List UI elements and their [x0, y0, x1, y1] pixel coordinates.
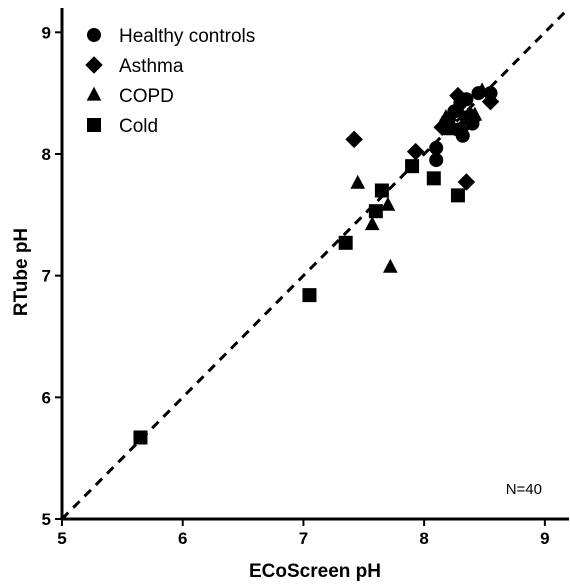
y-tick-label: 8 — [42, 145, 51, 164]
cold-point — [374, 183, 389, 198]
asthma-point — [457, 173, 476, 191]
y-tick-label: 6 — [42, 388, 51, 407]
x-tick-label: 7 — [299, 529, 308, 548]
copd-point — [350, 174, 366, 189]
healthy-controls-point — [429, 153, 444, 168]
sample-size-annotation: N=40 — [506, 481, 542, 498]
healthy-controls-point — [429, 140, 444, 155]
asthma-point — [406, 142, 425, 161]
x-tick-label: 9 — [540, 529, 549, 548]
x-tick-label: 6 — [178, 529, 187, 548]
copd-point — [459, 111, 474, 126]
cold-point — [450, 188, 465, 203]
cold-point — [426, 171, 441, 186]
cold-point — [405, 159, 420, 174]
x-axis-title: ECoScreen pH — [249, 561, 381, 582]
y-tick-label: 7 — [42, 267, 51, 286]
y-tick-label: 5 — [42, 510, 51, 529]
asthma-point — [345, 130, 363, 149]
asthma-point — [481, 92, 500, 111]
cold-point — [302, 288, 317, 303]
legend-marker-copd — [86, 86, 102, 101]
copd-point — [453, 103, 468, 118]
copd-point — [380, 196, 396, 211]
legend: Healthy controls Asthma COPD Cold — [85, 26, 255, 137]
legend-label-asthma: Asthma — [119, 56, 184, 77]
copd-point — [364, 216, 380, 231]
cold-point — [133, 430, 148, 445]
legend-marker-healthy-controls — [87, 28, 101, 42]
copd-point — [467, 106, 483, 121]
legend-label-cold: Cold — [119, 116, 158, 137]
copd-point — [382, 258, 398, 273]
legend-marker-asthma — [85, 56, 103, 74]
x-tick-label: 5 — [57, 529, 66, 548]
copd-point — [438, 109, 454, 124]
y-axis-title: RTube pH — [11, 228, 32, 316]
cold-point — [338, 235, 353, 250]
copd-point — [443, 121, 459, 136]
copd-point — [474, 82, 490, 97]
data-points — [133, 82, 500, 445]
axes: 5 6 7 8 9 5 6 7 8 9 — [42, 8, 569, 548]
legend-label-healthy-controls: Healthy controls — [119, 26, 255, 47]
cold-point — [368, 204, 383, 219]
y-tick-label: 9 — [42, 23, 51, 42]
legend-label-copd: COPD — [119, 86, 174, 107]
asthma-point — [449, 86, 467, 105]
x-tick-label: 8 — [419, 529, 428, 548]
legend-marker-cold — [87, 118, 101, 132]
